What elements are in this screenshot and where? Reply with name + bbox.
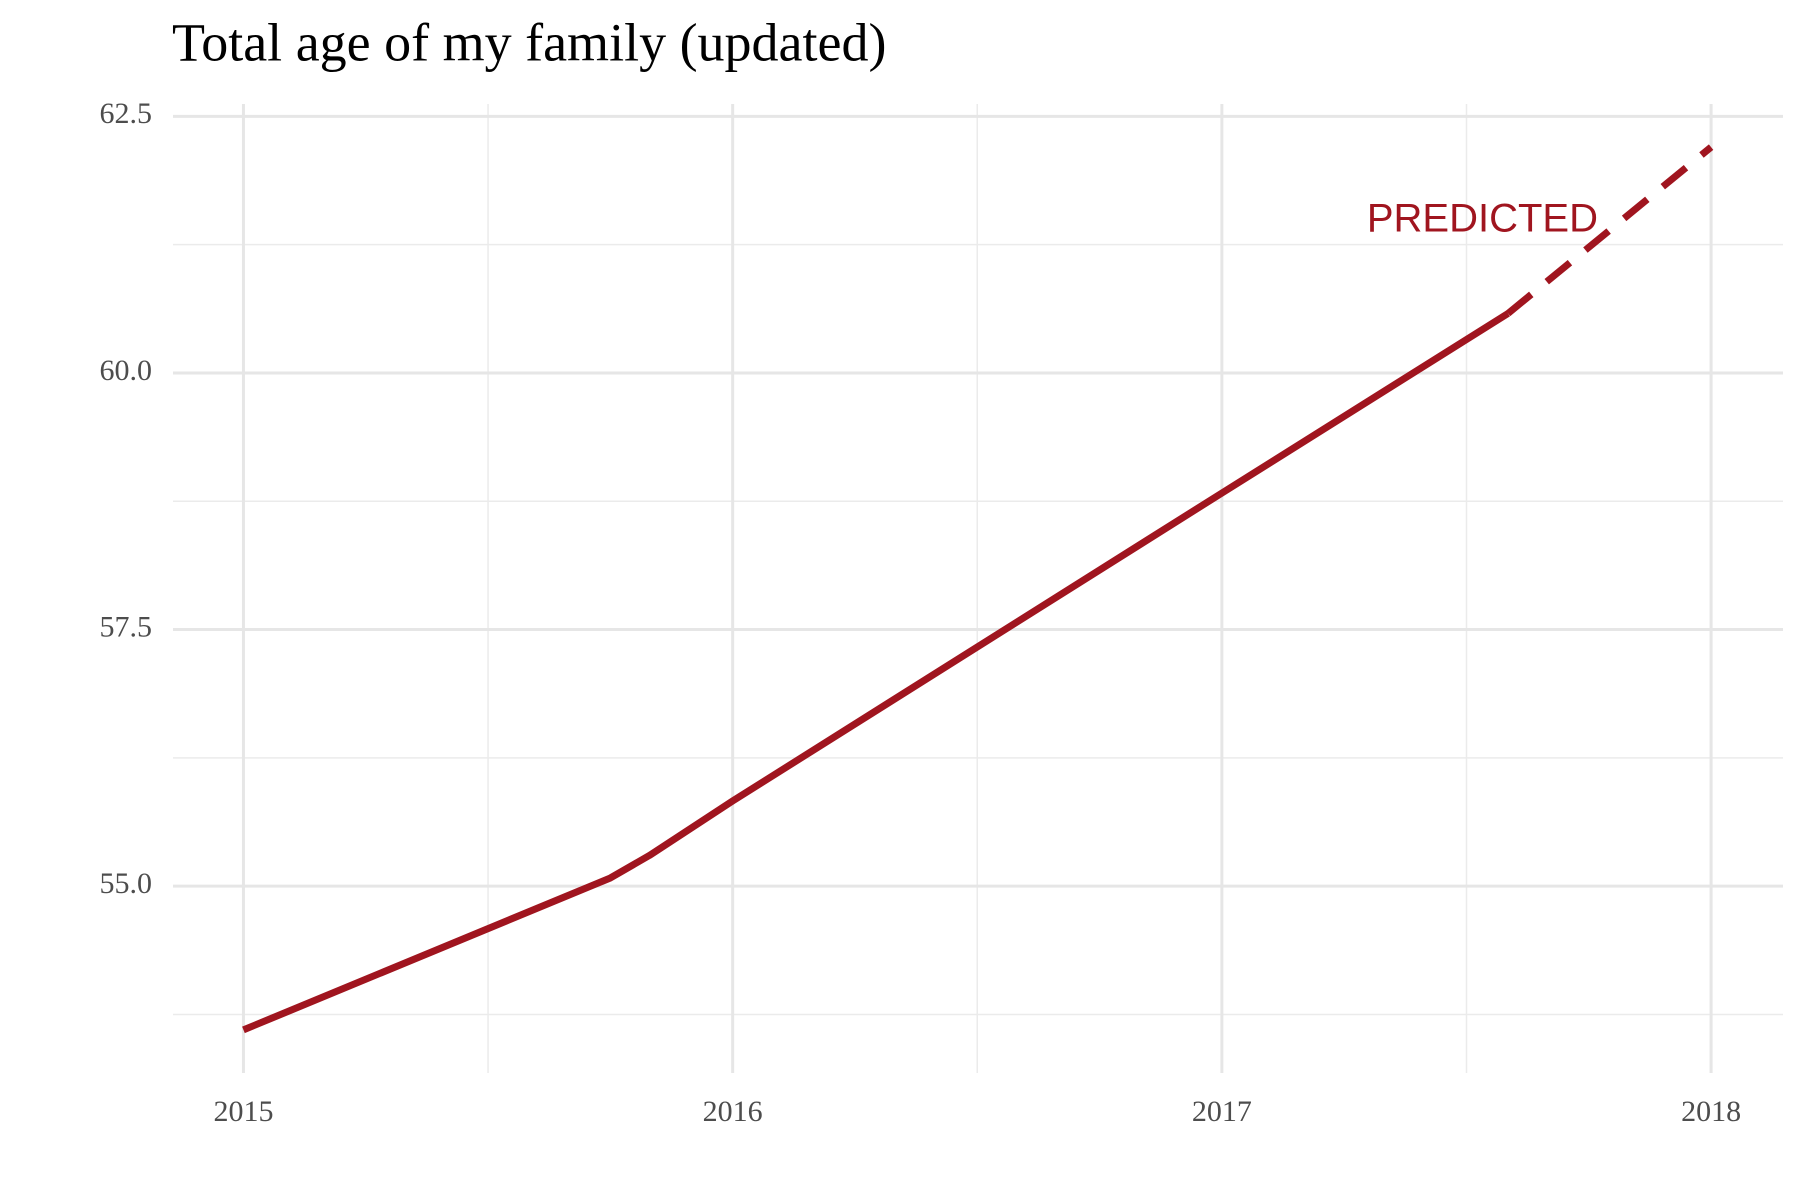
grid [173, 104, 1783, 1073]
y-tick-label: 57.5 [100, 610, 153, 643]
y-tick-label: 60.0 [100, 354, 153, 387]
x-tick-label: 2016 [703, 1095, 763, 1128]
y-tick-label: 55.0 [100, 867, 153, 900]
x-tick-label: 2017 [1192, 1095, 1252, 1128]
x-tick-label: 2018 [1681, 1095, 1741, 1128]
y-tick-label: 62.5 [100, 97, 153, 130]
plot [242, 144, 1714, 1034]
x-tick-label: 2015 [213, 1095, 273, 1128]
line [242, 310, 1510, 1034]
chart-title: Total age of my family (updated) [172, 12, 886, 72]
annotation: PREDICTED [1367, 197, 1598, 241]
dashed-line [1505, 144, 1714, 317]
